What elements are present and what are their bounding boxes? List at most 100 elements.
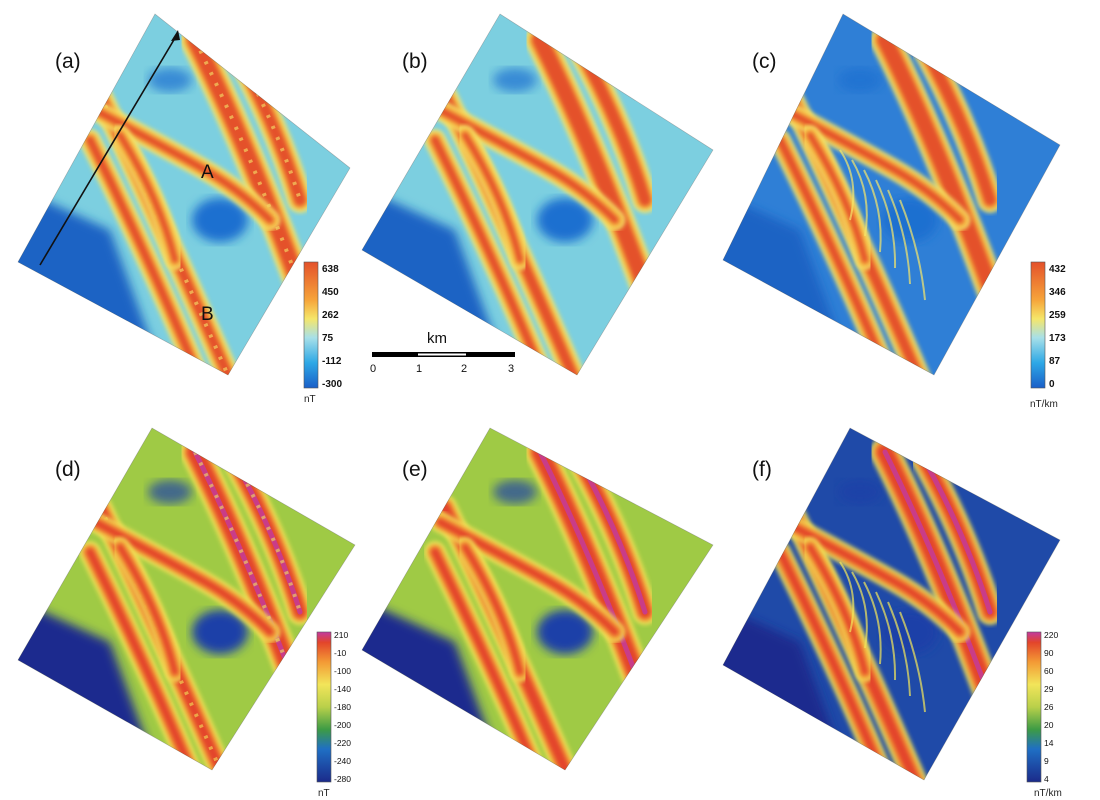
panel-label-c: (c) xyxy=(752,50,777,73)
colorbar-a-tick-3: 75 xyxy=(322,333,334,344)
ridge-core-d-4 xyxy=(91,518,274,636)
colorbar-f-unit: nT/km xyxy=(1034,788,1062,799)
ridge-core-f-5 xyxy=(807,544,868,675)
colorbar-c xyxy=(1030,261,1046,389)
texture-c-1 xyxy=(851,159,868,237)
map-blob2-f xyxy=(838,480,882,504)
map-outline-f xyxy=(722,427,1061,781)
texture-f-5 xyxy=(899,611,926,713)
colorbar-a-unit: nT xyxy=(304,394,316,405)
colorbar-c-tick-4: 87 xyxy=(1049,356,1061,367)
ridge-core-a-5 xyxy=(117,132,178,263)
colorbar-d-tick-6: -220 xyxy=(334,738,351,748)
texture-f-2 xyxy=(863,581,882,665)
texture-c-5 xyxy=(899,199,926,301)
colorbar-c-tick-2: 259 xyxy=(1049,310,1066,321)
colorbar-f-tick-3: 29 xyxy=(1044,684,1054,694)
texture-c-0 xyxy=(839,149,855,221)
map-blob-b xyxy=(537,198,593,242)
panel-label-f: (f) xyxy=(752,458,772,481)
colorbar-c-unit: nT/km xyxy=(1030,399,1058,410)
colorbar-a-tick-2: 262 xyxy=(322,310,339,321)
map-panel-d xyxy=(18,428,355,770)
ridge-core-a-3 xyxy=(86,136,204,375)
colorbar-c-tick-5: 0 xyxy=(1049,379,1055,390)
map-blob-a xyxy=(192,198,248,242)
colorbar-d-tick-0: 210 xyxy=(334,630,348,640)
colorbar-a-tick-4: -112 xyxy=(322,356,342,367)
colorbar-d-tick-2: -100 xyxy=(334,666,351,676)
colorbar-d-tick-5: -200 xyxy=(334,720,351,730)
colorbar-f-tick-8: 4 xyxy=(1044,774,1049,784)
ridge-core-b-4 xyxy=(436,106,619,224)
texture-c-4 xyxy=(887,189,911,285)
colorbar-d-tick-7: -240 xyxy=(334,756,351,766)
ridge-core-b-5 xyxy=(462,132,523,263)
texture-f-4 xyxy=(887,601,911,697)
colorbar-f-tick-6: 14 xyxy=(1044,738,1054,748)
map-panel-e xyxy=(362,428,713,770)
colorbar-d-tick-4: -180 xyxy=(334,702,351,712)
ridge-core-c-5 xyxy=(807,132,868,263)
colorbar-f xyxy=(1026,631,1042,783)
ridge-core-d-5 xyxy=(117,544,178,675)
map-ridges-c xyxy=(769,25,1035,375)
map-outline-c xyxy=(722,13,1061,376)
colorbar-a-tick-0: 638 xyxy=(322,264,339,275)
scalebar-tick-3: 3 xyxy=(508,363,514,375)
texture-c-2 xyxy=(863,169,882,253)
texture-f-0 xyxy=(839,561,855,633)
profile-arrow-head xyxy=(171,30,180,41)
feature-label-b: B xyxy=(201,304,214,325)
map-outline-b xyxy=(361,13,714,376)
colorbar-f-tick-5: 20 xyxy=(1044,720,1054,730)
texture-f-3 xyxy=(875,591,897,681)
colorbar-d xyxy=(316,631,332,783)
map-panel-c xyxy=(723,14,1060,375)
map-blob2-e xyxy=(493,480,537,504)
scalebar-tick-2: 2 xyxy=(461,363,467,375)
colorbar-a xyxy=(303,261,319,389)
map-blob2-d xyxy=(148,480,192,504)
texture-f-1 xyxy=(851,571,868,649)
colorbar-c-tick-1: 346 xyxy=(1049,287,1066,298)
map-blob-e xyxy=(537,610,593,654)
scalebar-segment xyxy=(418,353,466,356)
scalebar-tick-1: 1 xyxy=(416,363,422,375)
colorbar-d-tick-1: -10 xyxy=(334,648,347,658)
ridge-top-f-1 xyxy=(917,449,993,615)
map-blob-d xyxy=(192,610,248,654)
colorbar-d-tick-8: -280 xyxy=(334,774,351,784)
panel-label-b: (b) xyxy=(402,50,428,73)
ridge-core-e-5 xyxy=(462,544,523,675)
map-panel-f xyxy=(723,428,1060,780)
colorbar-f-tick-4: 26 xyxy=(1044,702,1054,712)
colorbar-f-tick-0: 220 xyxy=(1044,630,1058,640)
map-blob2-c xyxy=(838,68,882,92)
map-outline-a xyxy=(17,13,351,376)
map-panel-b xyxy=(362,14,713,375)
colorbar-a-tick-1: 450 xyxy=(322,287,339,298)
colorbar-c-tick-0: 432 xyxy=(1049,264,1066,275)
profile-line xyxy=(39,32,179,266)
ridge-core-e-4 xyxy=(436,518,619,636)
scalebar-title: km xyxy=(427,330,447,347)
colorbar-d-unit: nT xyxy=(318,788,330,799)
colorbar-f-tick-7: 9 xyxy=(1044,756,1049,766)
scalebar-tick-0: 0 xyxy=(370,363,376,375)
panel-label-d: (d) xyxy=(55,458,81,481)
panel-label-a: (a) xyxy=(55,50,81,73)
ridge-core-c-4 xyxy=(781,106,964,224)
panel-label-e: (e) xyxy=(402,458,428,481)
map-outline-e xyxy=(361,427,714,771)
map-panel-a xyxy=(18,14,350,375)
ridge-core-a-4 xyxy=(91,106,274,224)
map-blob2-a xyxy=(148,68,192,92)
map-blob2-b xyxy=(493,68,537,92)
colorbar-f-tick-1: 90 xyxy=(1044,648,1054,658)
colorbar-f-tick-2: 60 xyxy=(1044,666,1054,676)
colorbar-c-tick-3: 173 xyxy=(1049,333,1066,344)
ridge-core-f-4 xyxy=(781,518,964,636)
ridge-core-c-0 xyxy=(877,32,1028,375)
